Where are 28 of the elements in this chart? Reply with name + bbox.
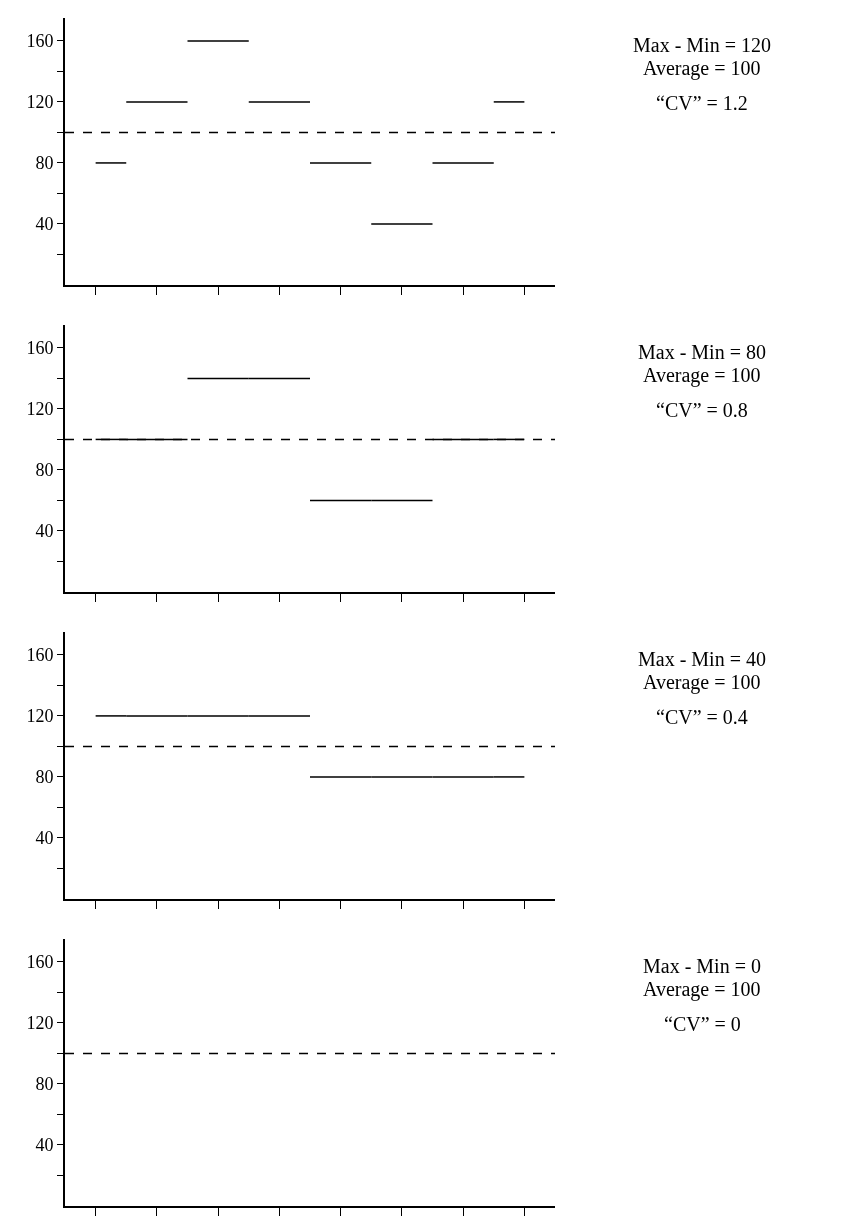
text: Max - Min = 80 <box>638 341 766 363</box>
text: Average = 100 <box>643 364 761 387</box>
text: “CV” = 0.8 <box>656 399 748 421</box>
y-tick-label: 40 <box>35 828 54 849</box>
y-tick-label: 160 <box>26 645 54 666</box>
y-tick-label: 40 <box>35 1135 54 1156</box>
text: Max - Min = 0 <box>643 955 761 977</box>
text: Max - Min = 120 <box>633 34 771 56</box>
text: “CV” = 1.2 <box>656 92 748 114</box>
text: “CV” = 0.4 <box>656 706 748 728</box>
y-tick-label: 40 <box>35 521 54 542</box>
y-tick-label: 120 <box>26 1013 54 1034</box>
y-tick-label: 120 <box>26 399 54 420</box>
text: Average = 100 <box>643 671 761 694</box>
text: Max - Min = 40 <box>638 648 766 670</box>
text: Average = 100 <box>643 57 761 80</box>
y-tick-label: 80 <box>35 767 54 788</box>
y-tick-label: 120 <box>26 92 54 113</box>
y-tick-label: 80 <box>35 153 54 174</box>
y-tick-label: 80 <box>35 1074 54 1095</box>
y-tick-label: 80 <box>35 460 54 481</box>
y-tick-label: 120 <box>26 706 54 727</box>
text: Average = 100 <box>643 978 761 1001</box>
y-tick-label: 160 <box>26 31 54 52</box>
y-tick-label: 160 <box>26 338 54 359</box>
y-tick-label: 160 <box>26 952 54 973</box>
y-tick-label: 40 <box>35 214 54 235</box>
text: “CV” = 0 <box>664 1013 741 1035</box>
